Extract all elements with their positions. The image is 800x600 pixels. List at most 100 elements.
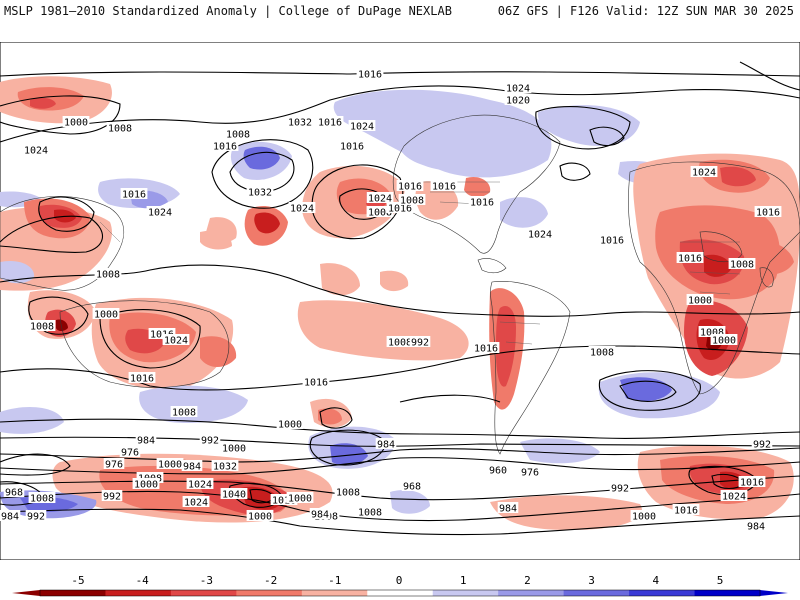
isobar-label-bg bbox=[246, 510, 274, 521]
isobar-label: 1020 bbox=[506, 96, 530, 107]
isobar-label: 1024 bbox=[350, 122, 374, 133]
isobar-label-bg bbox=[598, 234, 626, 245]
isobar-label-bg bbox=[468, 196, 496, 207]
isobar-label-bg bbox=[630, 510, 658, 521]
isobar-label-bg bbox=[710, 334, 738, 345]
isobar-label-bg bbox=[211, 140, 239, 151]
isobar-label: 1016 bbox=[674, 506, 698, 517]
isobar-label: 984 bbox=[499, 504, 517, 515]
isobar-label: 1000 bbox=[94, 310, 118, 321]
isobar-label: 1016 bbox=[432, 182, 456, 193]
isobar-label: 1032 bbox=[213, 462, 237, 473]
isobar-labels: 1016 1024 1020 1000 1008 1008 1032 1016 1024 1016… bbox=[0, 68, 782, 533]
isobar-label-bg bbox=[3, 486, 25, 497]
isobar-label-bg bbox=[526, 228, 554, 239]
isobar-label-bg bbox=[738, 476, 766, 487]
isobar-label-bg bbox=[288, 202, 316, 213]
isobar-label-bg bbox=[690, 166, 718, 177]
isobar-label: 1016 bbox=[388, 204, 412, 215]
isobar-label: 1016 bbox=[470, 198, 494, 209]
isobar-label: 1008 bbox=[388, 338, 412, 349]
isobar-label-bg bbox=[148, 328, 176, 339]
isobar-label: 968 bbox=[403, 482, 421, 493]
isobar-label-bg bbox=[135, 434, 157, 445]
isobar-label: 1000 bbox=[688, 296, 712, 307]
isobar-label: 1016 bbox=[358, 70, 382, 81]
isobar-label-bg bbox=[375, 438, 397, 449]
isobar-label: 1016 bbox=[398, 182, 422, 193]
colorbar-tick-label: -4 bbox=[136, 574, 150, 587]
colorbar: -5 -4 -3 -2 -1 0 1 2 3 4 5 bbox=[12, 574, 788, 597]
isobar-label: 1024 bbox=[24, 146, 48, 157]
isobar-label: 992 bbox=[611, 484, 629, 495]
isobar-label: 992 bbox=[753, 440, 771, 451]
isobar-label: 984 bbox=[311, 510, 329, 521]
isobar-label: 984 bbox=[183, 462, 201, 473]
colorbar-tick-label: -3 bbox=[200, 574, 213, 587]
map-title: MSLP 1981–2010 Standardized Anomaly | Co… bbox=[4, 4, 452, 18]
isobar-label: 992 bbox=[411, 338, 429, 349]
isobar-label-bg bbox=[728, 258, 756, 269]
isobar-label-bg bbox=[119, 446, 141, 457]
isobar-label: 976 bbox=[521, 468, 539, 479]
model-run-info: 06Z GFS | F126 Valid: 12Z SUN MAR 30 202… bbox=[497, 4, 794, 18]
coastlines bbox=[0, 114, 800, 455]
isobar-label: 1000 bbox=[248, 512, 272, 523]
isobar-label: 1008 bbox=[590, 348, 614, 359]
isobar-label: 1000 bbox=[288, 494, 312, 505]
isobar-label-bg bbox=[398, 194, 426, 205]
isobar-label-bg bbox=[0, 510, 21, 521]
isobars bbox=[0, 61, 800, 536]
isobar-label: 1000 bbox=[712, 336, 736, 347]
isobar-label-bg bbox=[588, 346, 616, 357]
isobar-label-bg bbox=[28, 492, 56, 503]
isobar-label: 1016 bbox=[678, 254, 702, 265]
isobar-label: 1008 bbox=[730, 260, 754, 271]
colorbar-tick-label: 1 bbox=[460, 574, 467, 587]
isobar-label-bg bbox=[25, 510, 47, 521]
isobar-label-bg bbox=[519, 466, 541, 477]
isobar-label-bg bbox=[686, 294, 714, 305]
isobar-label-bg bbox=[94, 268, 122, 279]
isobar-label: 1040 bbox=[222, 490, 246, 501]
colorbar-tick-label: -1 bbox=[328, 574, 341, 587]
colorbar-tick-label: -5 bbox=[71, 574, 84, 587]
isobar-label-bg bbox=[128, 372, 156, 383]
isobar-label: 1024 bbox=[290, 204, 314, 215]
isobar-label: 1016 bbox=[756, 208, 780, 219]
isobar-label-bg bbox=[132, 478, 160, 489]
isobar-label-bg bbox=[609, 482, 631, 493]
isobar-label-bg bbox=[162, 334, 190, 345]
isobar-label: 1000 bbox=[158, 460, 182, 471]
colorbar-arrow-left bbox=[12, 590, 40, 596]
isobar-label-bg bbox=[409, 336, 431, 347]
isobar-label-bg bbox=[186, 478, 214, 489]
isobar-label-bg bbox=[182, 496, 210, 507]
isobar-label: 1000 bbox=[222, 444, 246, 455]
colorbar-segment bbox=[629, 590, 696, 596]
isobar-label: 1016 bbox=[318, 118, 342, 129]
isobar-label-bg bbox=[401, 480, 423, 491]
isobar-label-bg bbox=[672, 504, 700, 515]
isobar-label: 1008 bbox=[30, 494, 54, 505]
colorbar-segment bbox=[432, 590, 499, 596]
colorbar-segment bbox=[170, 590, 237, 596]
isobar-label-bg bbox=[751, 438, 773, 449]
isobar-label-bg bbox=[356, 506, 384, 517]
isobar-label-bg bbox=[276, 418, 304, 429]
isobar-label: 1024 bbox=[148, 208, 172, 219]
isobar-label-bg bbox=[146, 206, 174, 217]
isobar-label: 984 bbox=[137, 436, 155, 447]
isobar-label-bg bbox=[199, 434, 221, 445]
isobar-label-bg bbox=[366, 192, 394, 203]
isobar-label-bg bbox=[156, 458, 184, 469]
isobar-label: 1008 bbox=[368, 208, 392, 219]
colorbar-arrow-right bbox=[760, 590, 788, 596]
isobar-label: 992 bbox=[103, 492, 121, 503]
isobar-label: 1000 bbox=[64, 118, 88, 129]
colorbar-segment bbox=[563, 590, 630, 596]
isobar-label-bg bbox=[302, 376, 330, 387]
isobar-label: 1016 bbox=[130, 374, 154, 385]
isobar-label: 1016 bbox=[213, 142, 237, 153]
isobar-label-bg bbox=[504, 82, 532, 93]
